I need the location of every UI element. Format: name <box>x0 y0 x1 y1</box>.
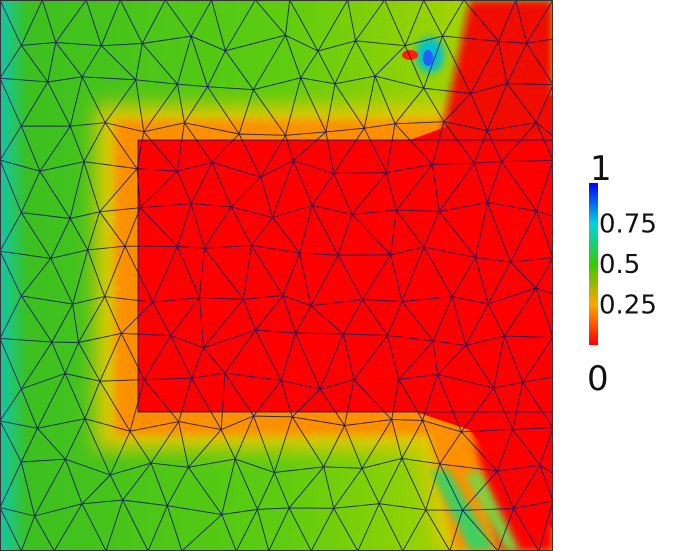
lower-right-corner-region <box>470 400 553 551</box>
red-notch-top <box>402 50 418 60</box>
color-legend: 1 0 0.75 0.5 0.25 <box>587 149 657 399</box>
legend-ticks: 0.75 0.5 0.25 <box>599 210 657 321</box>
legend-tick-label: 0.5 <box>599 250 640 280</box>
streak-bottom-2 <box>465 470 520 551</box>
high-value-spot-top-core <box>423 50 433 66</box>
inner-rect-core <box>138 140 553 412</box>
mesh-edges <box>0 0 553 551</box>
colorbar <box>589 183 598 345</box>
scalar-field-plot <box>0 0 553 551</box>
legend-max-label: 1 <box>590 149 612 189</box>
triangle-mesh <box>0 0 553 551</box>
legend-tick-label: 0.25 <box>599 291 657 321</box>
legend-tick-label: 0.75 <box>599 210 657 240</box>
inner-region-boundary <box>137 139 553 413</box>
legend-min-label: 0 <box>587 359 609 399</box>
